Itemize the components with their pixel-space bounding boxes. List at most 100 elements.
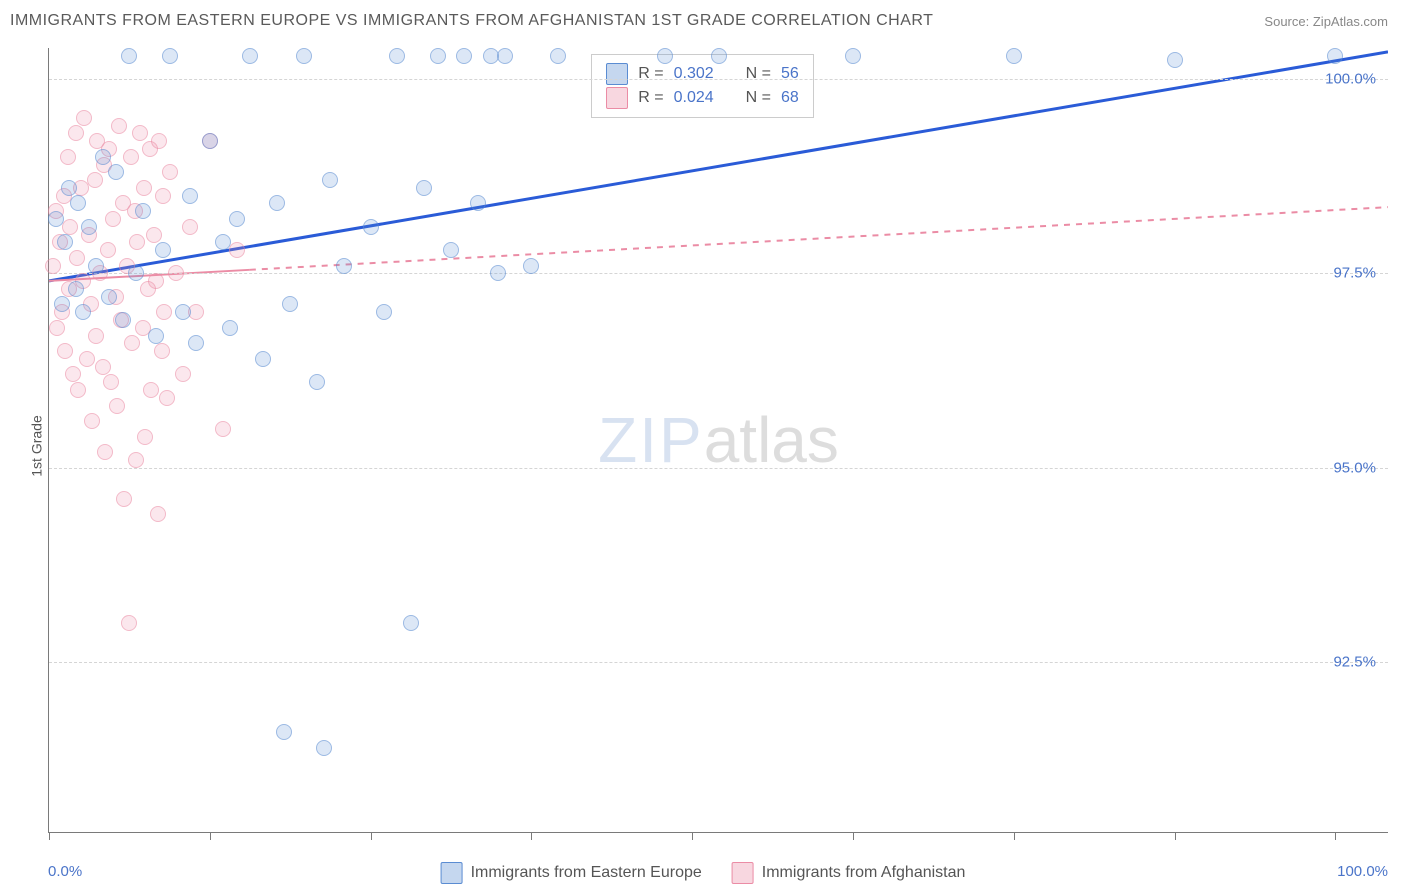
data-point: [657, 48, 673, 64]
data-point: [109, 398, 125, 414]
data-point: [1167, 52, 1183, 68]
chart-title: IMMIGRANTS FROM EASTERN EUROPE VS IMMIGR…: [10, 12, 933, 30]
series-legend: Immigrants from Eastern Europe Immigrants…: [441, 862, 966, 884]
x-axis-max-label: 100.0%: [1337, 863, 1388, 880]
y-axis-label: 1st Grade: [29, 415, 45, 476]
data-point: [45, 258, 61, 274]
data-point: [845, 48, 861, 64]
data-point: [309, 374, 325, 390]
data-point: [229, 211, 245, 227]
plot-area: ZIPatlas R =0.302N =56R =0.024N =68 92.5…: [48, 48, 1388, 833]
data-point: [150, 506, 166, 522]
data-point: [65, 366, 81, 382]
data-point: [403, 615, 419, 631]
data-point: [121, 615, 137, 631]
data-point: [470, 195, 486, 211]
data-point: [54, 296, 70, 312]
data-point: [95, 149, 111, 165]
data-point: [282, 296, 298, 312]
x-tick: [1175, 832, 1176, 840]
data-point: [70, 195, 86, 211]
data-point: [108, 164, 124, 180]
data-point: [175, 366, 191, 382]
legend-swatch: [606, 63, 628, 85]
data-point: [75, 304, 91, 320]
data-point: [430, 48, 446, 64]
gridline: [49, 662, 1388, 663]
data-point: [49, 320, 65, 336]
data-point: [101, 289, 117, 305]
data-point: [137, 429, 153, 445]
series-legend-label: Immigrants from Afghanistan: [762, 864, 966, 882]
data-point: [215, 234, 231, 250]
data-point: [155, 188, 171, 204]
y-tick-label: 100.0%: [1325, 71, 1376, 88]
data-point: [68, 281, 84, 297]
data-point: [115, 312, 131, 328]
data-point: [242, 48, 258, 64]
data-point: [389, 48, 405, 64]
data-point: [182, 219, 198, 235]
data-point: [229, 242, 245, 258]
data-point: [128, 452, 144, 468]
watermark: ZIPatlas: [598, 403, 839, 477]
x-tick: [531, 832, 532, 840]
data-point: [87, 172, 103, 188]
data-point: [154, 343, 170, 359]
data-point: [296, 48, 312, 64]
data-point: [376, 304, 392, 320]
data-point: [188, 335, 204, 351]
data-point: [255, 351, 271, 367]
data-point: [162, 164, 178, 180]
data-point: [182, 188, 198, 204]
data-point: [146, 227, 162, 243]
data-point: [103, 374, 119, 390]
data-point: [456, 48, 472, 64]
y-tick-label: 95.0%: [1333, 459, 1376, 476]
data-point: [550, 48, 566, 64]
data-point: [322, 172, 338, 188]
series-legend-item: Immigrants from Eastern Europe: [441, 862, 702, 884]
data-point: [84, 413, 100, 429]
gridline: [49, 273, 1388, 274]
data-point: [222, 320, 238, 336]
data-point: [151, 133, 167, 149]
data-point: [276, 724, 292, 740]
source-attribution: Source: ZipAtlas.com: [1264, 14, 1388, 29]
data-point: [523, 258, 539, 274]
data-point: [60, 149, 76, 165]
data-point: [159, 390, 175, 406]
x-tick: [692, 832, 693, 840]
x-tick: [210, 832, 211, 840]
legend-swatch: [732, 862, 754, 884]
data-point: [215, 421, 231, 437]
data-point: [123, 149, 139, 165]
data-point: [136, 180, 152, 196]
data-point: [316, 740, 332, 756]
data-point: [155, 242, 171, 258]
correlation-legend: R =0.302N =56R =0.024N =68: [591, 54, 814, 118]
data-point: [129, 234, 145, 250]
data-point: [88, 258, 104, 274]
data-point: [490, 265, 506, 281]
y-tick-label: 92.5%: [1333, 654, 1376, 671]
data-point: [148, 273, 164, 289]
data-point: [97, 444, 113, 460]
data-point: [76, 110, 92, 126]
data-point: [81, 219, 97, 235]
data-point: [124, 335, 140, 351]
data-point: [68, 125, 84, 141]
data-point: [128, 265, 144, 281]
legend-swatch: [606, 87, 628, 109]
data-point: [48, 211, 64, 227]
data-point: [121, 48, 137, 64]
data-point: [416, 180, 432, 196]
data-point: [269, 195, 285, 211]
data-point: [168, 265, 184, 281]
trend-lines: [49, 48, 1388, 832]
data-point: [497, 48, 513, 64]
data-point: [100, 242, 116, 258]
y-tick-label: 97.5%: [1333, 265, 1376, 282]
data-point: [135, 203, 151, 219]
x-tick: [1335, 832, 1336, 840]
